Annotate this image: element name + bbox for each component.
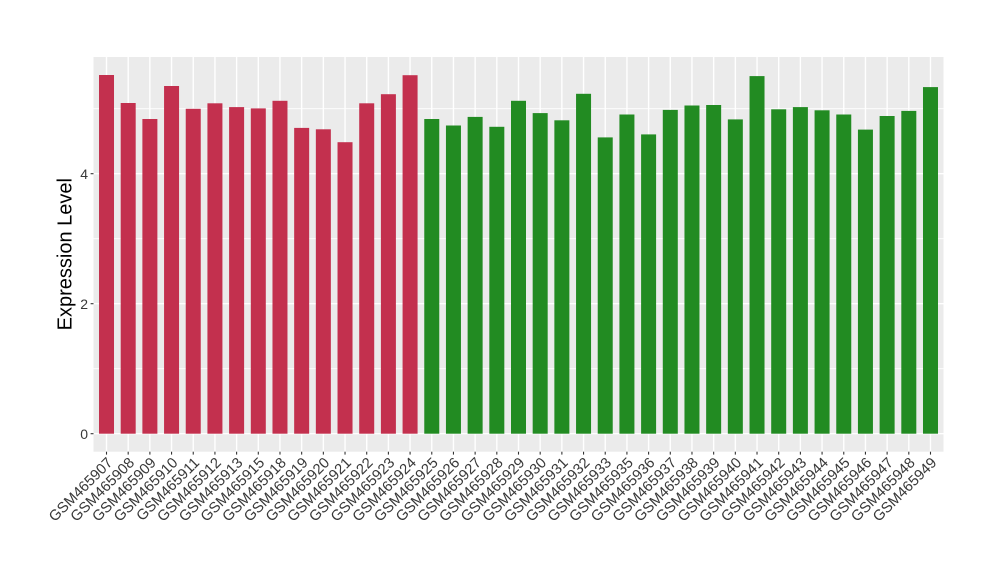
svg-text:2: 2 bbox=[80, 296, 88, 312]
svg-text:4: 4 bbox=[80, 166, 88, 182]
svg-text:Expression Level: Expression Level bbox=[54, 178, 76, 330]
svg-text:0: 0 bbox=[80, 426, 88, 442]
